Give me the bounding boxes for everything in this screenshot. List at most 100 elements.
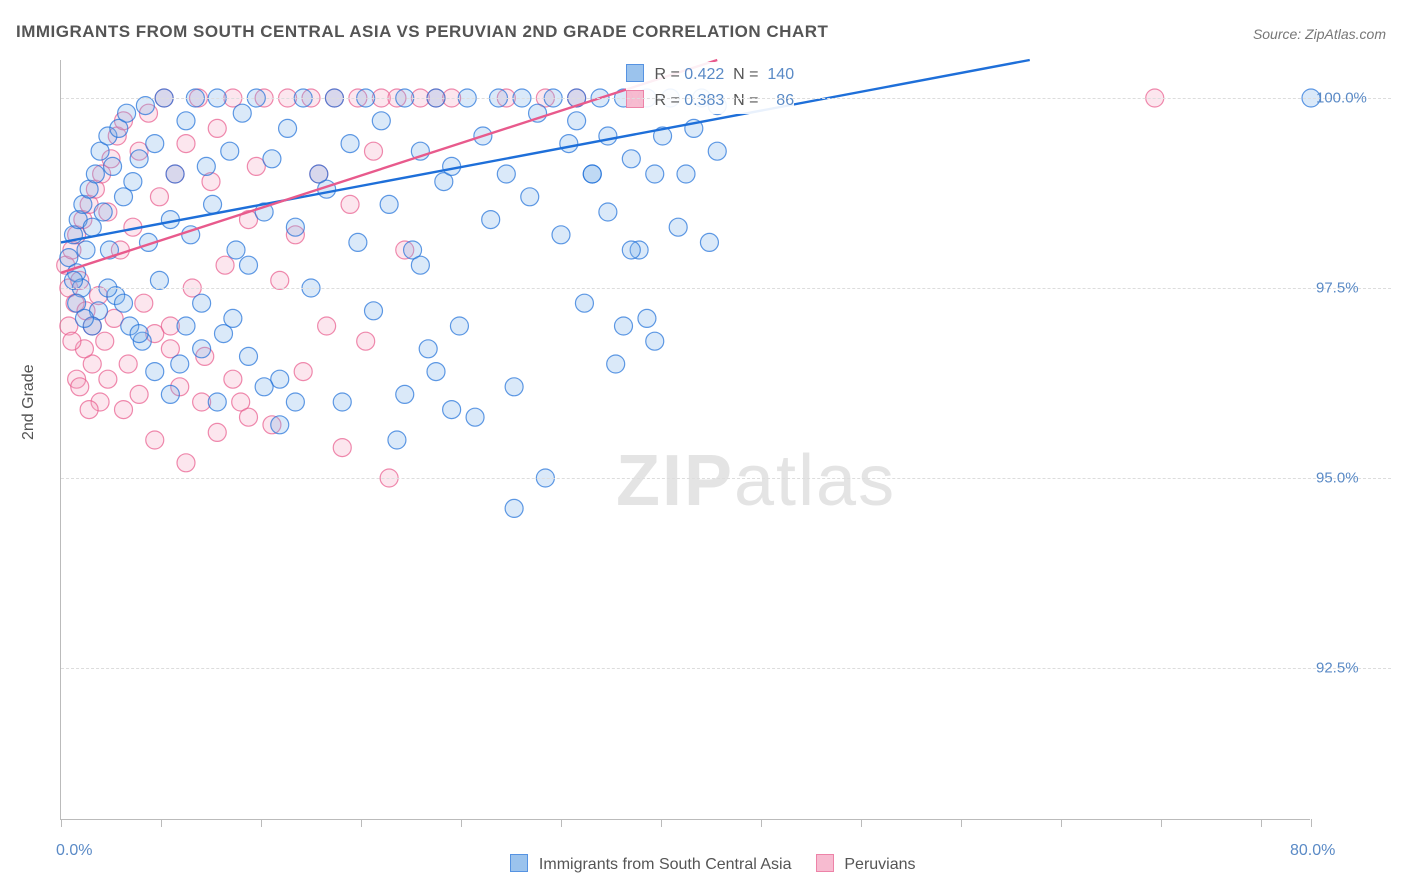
data-point-sca: [466, 408, 484, 426]
data-point-sca: [575, 294, 593, 312]
data-point-sca: [505, 378, 523, 396]
data-point-sca: [286, 393, 304, 411]
data-point-sca: [227, 241, 245, 259]
gridline-h: [61, 478, 1391, 479]
data-point-sca: [365, 302, 383, 320]
legend-swatch-series1: [510, 854, 528, 872]
data-point-peru: [208, 423, 226, 441]
data-point-sca: [197, 157, 215, 175]
data-point-sca: [77, 241, 95, 259]
data-point-sca: [115, 294, 133, 312]
gridline-h: [61, 98, 1391, 99]
data-point-sca: [204, 195, 222, 213]
data-point-sca: [396, 385, 414, 403]
data-point-sca: [193, 340, 211, 358]
data-point-peru: [177, 454, 195, 472]
data-point-sca: [86, 165, 104, 183]
data-point-sca: [505, 499, 523, 517]
data-point-sca: [104, 157, 122, 175]
data-point-sca: [240, 256, 258, 274]
data-point-peru: [130, 385, 148, 403]
data-point-sca: [497, 165, 515, 183]
data-point-sca: [677, 165, 695, 183]
data-point-peru: [99, 370, 117, 388]
data-point-sca: [560, 135, 578, 153]
data-point-sca: [130, 325, 148, 343]
data-point-sca: [118, 104, 136, 122]
data-point-sca: [341, 135, 359, 153]
legend-swatch-series2: [816, 854, 834, 872]
data-point-sca: [146, 135, 164, 153]
data-point-sca: [427, 363, 445, 381]
data-point-peru: [119, 355, 137, 373]
data-point-sca: [646, 332, 664, 350]
data-point-sca: [146, 363, 164, 381]
legend-row-peru: R = 0.383 N = 86: [626, 88, 794, 114]
x-tick: [61, 819, 62, 827]
legend-row-sca: R = 0.422 N = 140: [626, 62, 794, 88]
data-point-sca: [615, 317, 633, 335]
data-point-sca: [171, 355, 189, 373]
data-point-sca: [224, 309, 242, 327]
data-point-peru: [71, 378, 89, 396]
y-tick-label: 97.5%: [1316, 280, 1386, 297]
data-point-sca: [94, 203, 112, 221]
data-point-peru: [318, 317, 336, 335]
data-point-sca: [599, 203, 617, 221]
data-point-peru: [357, 332, 375, 350]
data-point-sca: [177, 317, 195, 335]
data-point-sca: [286, 218, 304, 236]
data-point-sca: [521, 188, 539, 206]
x-tick: [1311, 819, 1312, 827]
y-tick-label: 100.0%: [1316, 90, 1386, 107]
data-point-sca: [622, 241, 640, 259]
data-point-sca: [450, 317, 468, 335]
data-point-sca: [166, 165, 184, 183]
x-tick: [361, 819, 362, 827]
data-point-sca: [443, 401, 461, 419]
y-tick-label: 95.0%: [1316, 470, 1386, 487]
data-point-peru: [115, 401, 133, 419]
data-point-sca: [208, 393, 226, 411]
data-point-sca: [65, 271, 83, 289]
x-tick: [561, 819, 562, 827]
legend-r-peru: 0.383: [684, 92, 724, 109]
data-point-peru: [365, 142, 383, 160]
data-point-sca: [177, 112, 195, 130]
x-tick: [1061, 819, 1062, 827]
data-point-peru: [224, 370, 242, 388]
x-tick: [961, 819, 962, 827]
x-tick: [861, 819, 862, 827]
source-attribution: Source: ZipAtlas.com: [1253, 26, 1386, 42]
legend-n-sca: 140: [767, 66, 794, 83]
data-point-peru: [63, 332, 81, 350]
data-point-peru: [208, 119, 226, 137]
y-axis-title: 2nd Grade: [20, 364, 38, 440]
x-tick: [1161, 819, 1162, 827]
data-point-sca: [263, 150, 281, 168]
data-point-sca: [255, 378, 273, 396]
legend-n-peru: 86: [776, 92, 794, 109]
data-point-peru: [294, 363, 312, 381]
data-point-sca: [482, 211, 500, 229]
data-point-peru: [150, 188, 168, 206]
data-point-peru: [333, 439, 351, 457]
x-tick: [661, 819, 662, 827]
correlation-legend: R = 0.422 N = 140 R = 0.383 N = 86: [626, 62, 794, 114]
data-point-sca: [638, 309, 656, 327]
data-point-peru: [216, 256, 234, 274]
legend-label-series1: Immigrants from South Central Asia: [539, 856, 792, 873]
data-point-sca: [552, 226, 570, 244]
series-legend: Immigrants from South Central Asia Peruv…: [0, 854, 1406, 874]
data-point-sca: [700, 233, 718, 251]
gridline-h: [61, 288, 1391, 289]
data-point-sca: [193, 294, 211, 312]
data-point-sca: [443, 157, 461, 175]
data-point-sca: [568, 112, 586, 130]
data-point-peru: [177, 135, 195, 153]
legend-r-sca: 0.422: [684, 66, 724, 83]
data-point-sca: [411, 256, 429, 274]
data-point-sca: [349, 233, 367, 251]
data-point-sca: [240, 347, 258, 365]
data-point-peru: [96, 332, 114, 350]
